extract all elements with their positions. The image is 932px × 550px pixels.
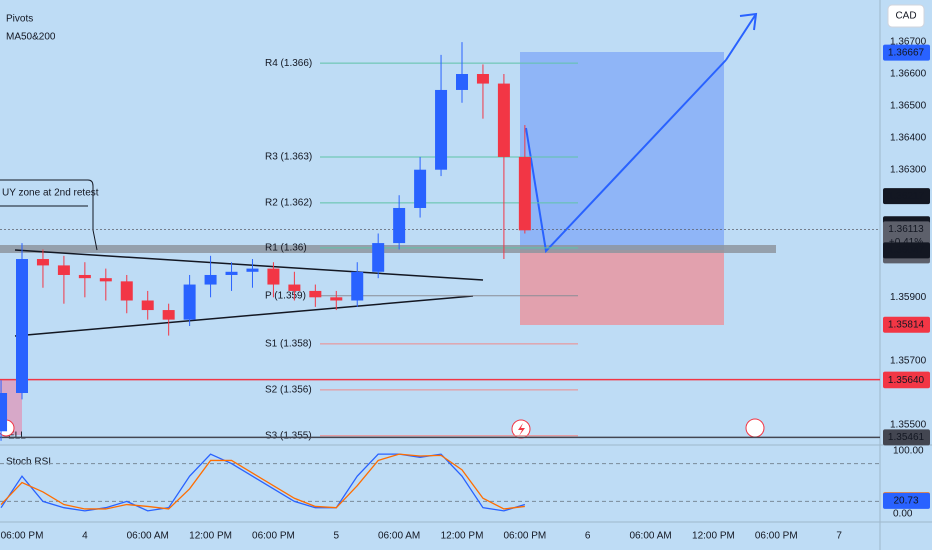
price-badge xyxy=(883,316,930,333)
price-badge xyxy=(883,44,930,61)
triangle-upper xyxy=(14,249,484,281)
pivot-label: S2 (1.356) xyxy=(265,384,312,395)
candle-body xyxy=(120,281,133,301)
candle-body xyxy=(78,274,91,279)
x-tick-label: 12:00 PM xyxy=(189,531,232,542)
price-badge xyxy=(883,242,930,259)
candle-body xyxy=(204,274,217,285)
candle-body xyxy=(456,74,468,90)
x-tick-label: 06:00 AM xyxy=(629,531,671,542)
candle-body xyxy=(57,265,70,275)
buy-zone-band xyxy=(0,245,776,253)
candle-body xyxy=(267,268,280,285)
price-badge xyxy=(883,492,930,509)
price-badge-label: 1.36217 xyxy=(888,191,925,202)
sell-label: ELL xyxy=(8,431,26,442)
indicator-label: Pivots xyxy=(6,14,33,25)
triangle-lower xyxy=(14,295,474,337)
candle-body xyxy=(0,393,8,432)
candle-body xyxy=(476,74,489,84)
callout-text: UY zone at 2nd retest xyxy=(2,188,99,199)
pivot-label: R3 (1.363) xyxy=(265,152,312,163)
y-tick-label: 1.36600 xyxy=(890,69,927,80)
candle-body xyxy=(99,278,112,282)
profit-zone xyxy=(520,52,724,250)
price-badge-label: 1.35814 xyxy=(888,319,925,330)
currency-label: CAD xyxy=(895,11,916,22)
x-tick-label: 7 xyxy=(836,531,842,542)
x-tick-label: 06:00 AM xyxy=(127,531,169,542)
price-badge-label: 1.35640 xyxy=(888,375,925,386)
y-tick-label: 0.00 xyxy=(893,509,913,520)
price-badge-label: 1.35461 xyxy=(888,432,925,443)
candle-body xyxy=(497,83,510,157)
y-tick-label: 1.36400 xyxy=(890,132,927,143)
candle-body xyxy=(351,271,364,301)
stoch-line xyxy=(0,453,526,512)
projection-arrow xyxy=(525,59,727,254)
price-badge-label: 20.73 xyxy=(893,496,918,507)
arrow-head xyxy=(739,12,758,31)
price-badge-label: 1.36667 xyxy=(888,47,925,58)
y-tick-label: 1.36300 xyxy=(890,164,927,175)
pivot-label: R1 (1.36) xyxy=(265,243,307,254)
pivot-label: R2 (1.362) xyxy=(265,198,312,209)
candle-body xyxy=(372,243,385,272)
candle-body xyxy=(414,169,427,208)
candle-body xyxy=(141,300,154,311)
pivot-label: S3 (1.355) xyxy=(265,430,312,441)
pane-title: Stoch RSI xyxy=(6,457,51,468)
x-tick-label: 06:00 AM xyxy=(378,531,420,542)
x-tick-label: 12:00 PM xyxy=(692,531,735,542)
x-tick-label: 06:00 PM xyxy=(503,531,546,542)
callout xyxy=(0,179,98,251)
x-tick-label: 5 xyxy=(334,531,340,542)
pivot-label: P (1.359) xyxy=(265,290,306,301)
candle-body xyxy=(246,268,259,272)
stoch-line xyxy=(0,453,525,510)
event-icon xyxy=(518,423,525,436)
price-badge xyxy=(883,372,930,389)
x-tick-label: 06:00 PM xyxy=(252,531,295,542)
y-tick-label: 1.35500 xyxy=(890,420,927,431)
x-tick-label: 06:00 PM xyxy=(1,531,44,542)
x-tick-label: 06:00 PM xyxy=(755,531,798,542)
y-tick-label: 1.36500 xyxy=(890,101,927,112)
candle-body xyxy=(183,284,196,320)
projection-arrow xyxy=(725,13,757,61)
price-badge-label: 1.36113 xyxy=(888,224,924,235)
candle-body xyxy=(393,207,406,244)
flag-icon[interactable] xyxy=(745,418,765,438)
price-badge xyxy=(883,429,930,446)
y-tick-label: 100.00 xyxy=(893,446,924,457)
price-badge xyxy=(883,188,930,205)
candle-body xyxy=(162,310,175,320)
candle-body xyxy=(309,290,322,298)
y-tick-label: 1.36700 xyxy=(890,37,927,48)
candle-body xyxy=(288,284,301,291)
pivot-label: R4 (1.366) xyxy=(265,58,312,69)
x-tick-label: 4 xyxy=(82,531,88,542)
candle-body xyxy=(16,259,28,394)
currency-button[interactable] xyxy=(887,4,925,28)
loss-zone xyxy=(520,250,724,325)
candle-body xyxy=(330,297,343,301)
indicator-label: MA50&200 xyxy=(6,32,56,43)
price-badge-label: 1.36047 xyxy=(888,245,925,256)
candle-body xyxy=(225,271,238,275)
pivot-label: S1 (1.358) xyxy=(265,339,312,350)
y-tick-label: 1.35900 xyxy=(890,292,927,303)
candle-body xyxy=(36,259,49,266)
x-tick-label: 6 xyxy=(585,531,591,542)
candle-body xyxy=(435,89,448,170)
candle-body xyxy=(518,156,531,231)
y-tick-label: 1.35700 xyxy=(890,356,927,367)
x-tick-label: 12:00 PM xyxy=(441,531,484,542)
